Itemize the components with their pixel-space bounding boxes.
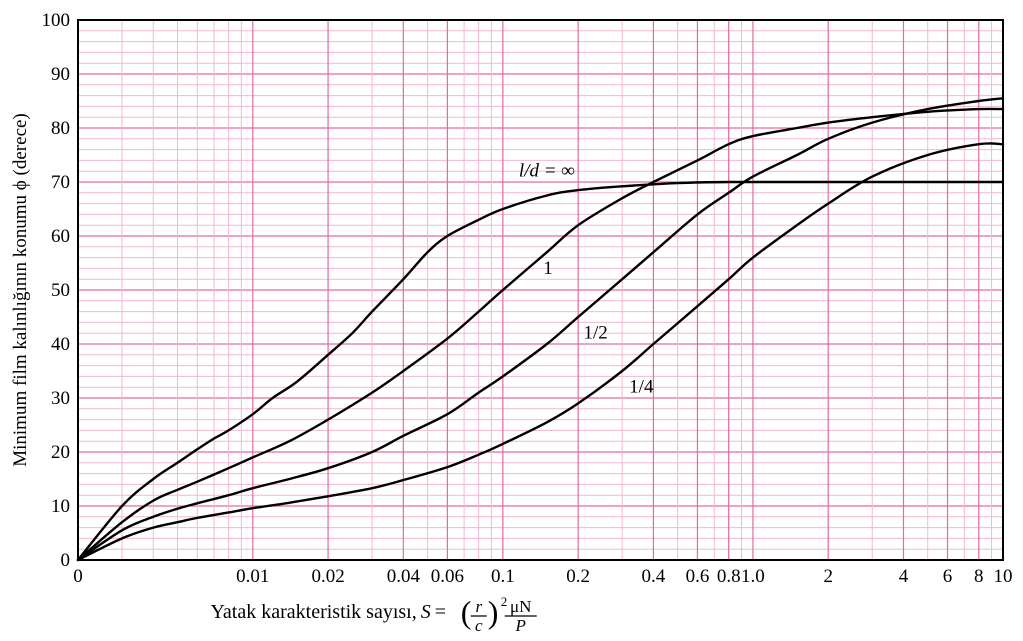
y-tick-label: 50 [51,280,70,301]
curve-label-one: 1 [543,258,553,279]
svg-text:μN: μN [510,597,531,616]
y-tick-label: 10 [51,496,70,517]
svg-text:P: P [515,616,526,635]
x-tick-label: 0.4 [642,566,666,587]
x-tick-label: 0 [73,566,83,587]
x-tick-label: 10 [994,566,1013,587]
x-tick-label: 0.01 [236,566,269,587]
svg-text:Yatak karakteristik sayısı,: Yatak karakteristik sayısı, [210,601,416,623]
x-tick-label: 0.1 [491,566,515,587]
svg-text:r: r [475,597,482,616]
chart-svg: 0 10 20 30 40 50 60 70 80 90 100 0 0.01 0.02 0.04 0.06 0… [0,0,1023,641]
y-tick-label: 70 [51,172,70,193]
curve-label-half: 1/2 [583,323,607,344]
y-tick-label: 30 [51,388,70,409]
y-tick-label: 40 [51,334,70,355]
x-tick-label: 0.2 [566,566,590,587]
y-tick-label: 0 [61,550,71,571]
svg-text:c: c [475,616,483,635]
x-tick-label: 2 [823,566,833,587]
y-tick-label: 20 [51,442,70,463]
x-tick-label: 1.0 [741,566,765,587]
x-tick-label: 0.8 [717,566,741,587]
y-tick-label: 90 [51,64,70,85]
x-tick-label: 0.06 [431,566,464,587]
x-tick-label: 0.04 [387,566,421,587]
x-tick-label: 6 [943,566,953,587]
y-tick-label: 80 [51,118,70,139]
svg-text:(: ( [461,594,472,630]
x-tick-label: 0.6 [686,566,710,587]
chart-container: 0 10 20 30 40 50 60 70 80 90 100 0 0.01 0.02 0.04 0.06 0… [0,0,1023,641]
svg-text:2: 2 [501,594,508,609]
y-tick-label: 60 [51,226,70,247]
svg-text:=: = [435,601,446,623]
svg-text:): ) [488,594,499,630]
y-tick-label: 100 [42,10,71,31]
x-tick-label: 0.02 [311,566,344,587]
curve-label-quarter: 1/4 [629,377,654,398]
svg-text:S: S [421,601,431,623]
x-tick-label: 8 [974,566,984,587]
y-axis-label: Minimum film kalınlığının konumu ϕ (dere… [10,113,31,467]
x-tick-label: 4 [899,566,909,587]
curve-label-header: l/d = ∞ [519,161,575,182]
